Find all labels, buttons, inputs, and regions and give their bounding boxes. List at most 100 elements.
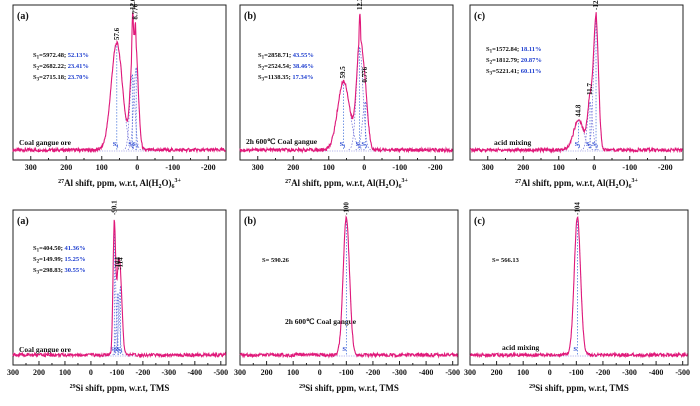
spectrum-panel: 300 200 100 0 -100 -200 27Al shift, ppm, w.r.t… (233, 0, 466, 205)
x-tick-label: 0 (318, 368, 322, 377)
x-tick-label: -400 (187, 368, 202, 377)
panel-label: (a) (17, 11, 29, 22)
x-tick-label: -500 (675, 368, 690, 377)
spectrum-chart: 300 200 100 0 -100 -200 -300 -400 -500 29Si shift… (7, 200, 228, 393)
component-label: S (342, 346, 346, 353)
spectrum-chart: 300 200 100 0 -100 -200 27Al shift, ppm, w.r.t… (12, 0, 227, 190)
component-label: S1 (575, 141, 582, 149)
x-tick-label: -200 (658, 163, 673, 172)
peak-label: 59.5 (339, 66, 347, 79)
x-tick-label: -400 (419, 368, 434, 377)
spectrum-line (469, 215, 688, 359)
panel-label: (c) (474, 216, 485, 227)
sample-label: 2h 600℃ Coal gangue (285, 317, 357, 326)
peak-label: 8.776 (131, 3, 139, 19)
x-tick-label: 300 (252, 163, 264, 172)
x-axis-label: 29Si shift, ppm, w.r.t, TMS (70, 383, 170, 393)
peak-label: -104 (114, 256, 122, 269)
x-tick-label: 100 (96, 163, 108, 172)
component-label: S2 (586, 141, 593, 149)
x-tick-label: 300 (7, 368, 19, 377)
x-tick-label: 0 (89, 368, 93, 377)
area-value: S1=404.50; 41.36% (33, 245, 86, 254)
x-tick-label: 200 (33, 368, 45, 377)
panel-label: (b) (244, 11, 256, 22)
x-tick-label: -500 (445, 368, 460, 377)
component-label: S2 (356, 141, 363, 149)
component-label: S3 (117, 346, 124, 354)
spectrum-panel: 300 200 100 0 -100 -200 -300 -400 -500 29Si shift… (464, 202, 700, 406)
spectrum-chart: 300 200 100 0 -100 -200 -300 -400 -500 29Si shift… (234, 202, 460, 393)
x-tick-label: 300 (464, 368, 476, 377)
area-value: S2=1812.79; 20.87% (486, 57, 542, 66)
x-tick-label: 100 (59, 368, 71, 377)
area-value: S2=149.99; 15.25% (33, 256, 86, 265)
spectrum-chart: 300 200 100 0 -100 -200 27Al shift, ppm, w.r.t… (469, 0, 684, 190)
x-tick-label: -100 (165, 163, 180, 172)
x-tick-label: 0 (362, 163, 366, 172)
component-label: S1 (113, 141, 120, 149)
peak-label: -114 (117, 257, 125, 270)
area-value: S2=2524.54; 38.46% (258, 63, 314, 72)
area-value: S3=1138.35; 17.34% (258, 74, 314, 83)
peak-label: -104 (573, 202, 581, 215)
spectrum-chart: 300 200 100 0 -100 -200 -300 -400 -500 29Si shift… (464, 202, 690, 393)
x-tick-label: -100 (339, 368, 354, 377)
x-tick-label: 0 (135, 163, 139, 172)
spectrum-line (12, 219, 227, 359)
x-tick-label: 100 (323, 163, 335, 172)
fit-component (566, 217, 589, 356)
area-value: S1=2858.71; 43.55% (258, 52, 314, 61)
fit-component (335, 217, 358, 356)
x-tick-label: -200 (428, 163, 443, 172)
x-tick-label: 200 (287, 163, 299, 172)
area-value: S2=2682.22; 23.41% (33, 63, 89, 72)
spectrum-line (12, 12, 227, 154)
x-tick-label: 0 (592, 163, 596, 172)
area-value: S1=5972.48; 52.13% (33, 52, 89, 61)
component-label: S3 (132, 141, 139, 149)
component-label: S1 (340, 141, 347, 149)
sample-label: Coal gangue ore (19, 345, 72, 354)
peak-label: -100 (342, 202, 350, 215)
x-tick-label: 300 (482, 163, 494, 172)
area-value: S= 590.26 (262, 257, 290, 264)
x-axis-label: 29Si shift, ppm, w.r.t, TMS (299, 383, 399, 393)
x-tick-label: 100 (517, 368, 529, 377)
fit-component (123, 74, 142, 151)
plot-frame (469, 209, 689, 366)
x-tick-label: 200 (491, 368, 503, 377)
x-tick-label: 0 (548, 368, 552, 377)
panel-label: (a) (17, 216, 29, 227)
peak-label: 12.6 (129, 0, 137, 10)
spectrum-line (469, 12, 683, 154)
x-tick-label: -300 (392, 368, 407, 377)
x-tick-label: -100 (622, 163, 637, 172)
x-tick-label: -500 (213, 368, 228, 377)
area-value: S3=5221.41; 60.11% (486, 68, 542, 77)
peak-label: 0.776 (361, 66, 369, 82)
x-tick-label: -100 (110, 368, 125, 377)
sample-label: acid mixing (502, 343, 540, 352)
component-label: S (573, 346, 577, 353)
x-tick-label: 200 (517, 163, 529, 172)
area-value: S3=298.83; 30.55% (33, 267, 86, 276)
peak-label: 11.7 (586, 83, 594, 95)
peak-label: -12.7 (592, 0, 600, 10)
spectrum-line (239, 13, 453, 154)
spectrum-panel: 300 200 100 0 -100 -200 27Al shift, ppm, w.r.t… (0, 0, 233, 205)
x-axis-label: 29Si shift, ppm, w.r.t, TMS (529, 383, 629, 393)
sample-label: acid mixing (494, 138, 532, 147)
spectrum-chart: 300 200 100 0 -100 -200 27Al shift, ppm, w.r.t… (239, 0, 454, 190)
peak-label: 44.8 (574, 104, 582, 117)
x-axis-label: 27Al shift, ppm, w.r.t, Al(H2O)63+ (58, 178, 181, 190)
x-tick-label: 100 (553, 163, 565, 172)
peak-label: 57.6 (113, 27, 121, 40)
x-axis-label: 27Al shift, ppm, w.r.t, Al(H2O)63+ (515, 178, 638, 190)
x-tick-label: 200 (261, 368, 273, 377)
x-tick-label: -300 (622, 368, 637, 377)
spectrum-panel: 300 200 100 0 -100 -200 -300 -400 -500 29Si shift… (0, 200, 233, 406)
area-value: S= 566.13 (492, 257, 520, 264)
panel-label: (b) (244, 216, 256, 227)
sample-label: 2h 600℃ Coal gangue (246, 137, 318, 146)
